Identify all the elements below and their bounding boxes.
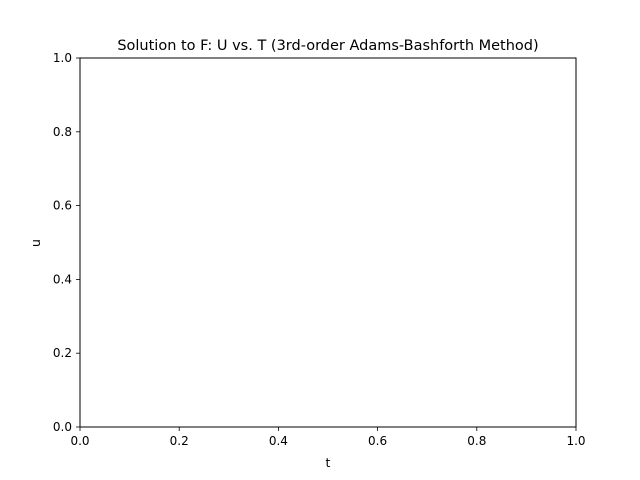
x-axis: 0.0 0.2 0.4 0.6 0.8 1.0 (70, 427, 586, 448)
y-tick-label: 1.0 (53, 51, 72, 65)
x-tick-label: 0.4 (269, 434, 288, 448)
x-tick-label: 0.2 (170, 434, 189, 448)
y-tick-label: 0.2 (53, 346, 72, 360)
y-tick-label: 0.6 (53, 199, 72, 213)
x-tick-label: 0.6 (368, 434, 387, 448)
x-tick-label: 0.0 (70, 434, 89, 448)
x-tick-label: 0.8 (467, 434, 486, 448)
plot-frame (79, 57, 577, 428)
y-tick-label: 0.0 (53, 420, 72, 434)
y-axis: 0.0 0.2 0.4 0.6 0.8 1.0 (53, 51, 80, 434)
x-axis-label: t (326, 455, 331, 470)
y-axis-label: u (28, 239, 43, 247)
plot-area (79, 57, 577, 428)
y-tick-label: 0.4 (53, 272, 72, 286)
chart-title: Solution to F: U vs. T (3rd-order Adams-… (117, 38, 538, 54)
y-tick-label: 0.8 (53, 125, 72, 139)
x-tick-label: 1.0 (566, 434, 585, 448)
